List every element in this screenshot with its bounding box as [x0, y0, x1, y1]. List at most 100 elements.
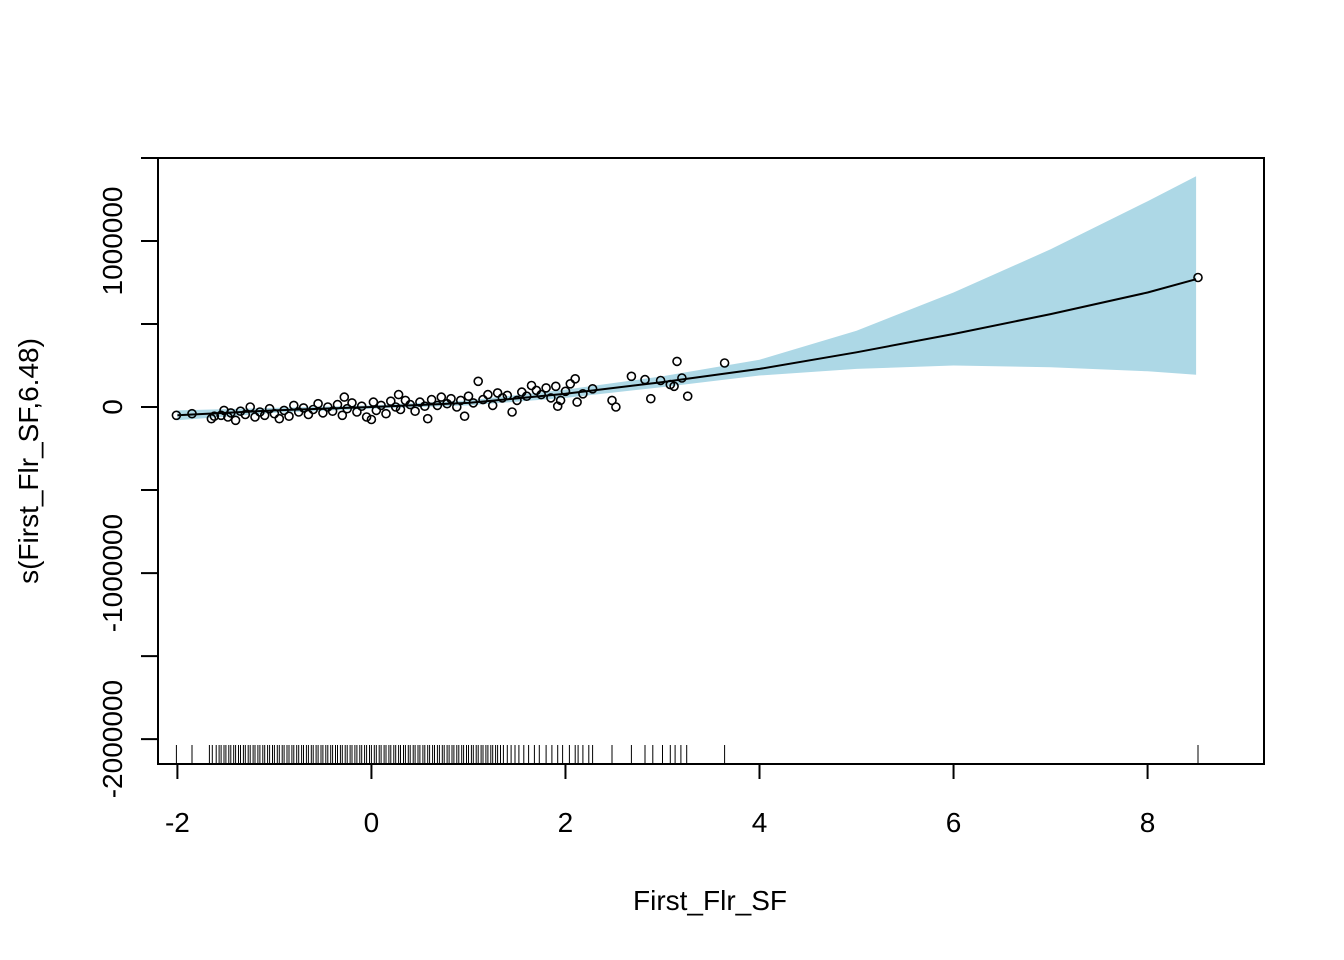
- y-axis-title: s(First_Flr_SF,6.48): [13, 338, 44, 584]
- residual-point: [171, 410, 182, 421]
- residual-point: [672, 356, 682, 367]
- residual-point: [719, 358, 730, 368]
- residual-point: [426, 394, 437, 405]
- residual-point: [578, 388, 588, 399]
- residual-point: [507, 407, 517, 417]
- residual-point: [550, 381, 561, 392]
- residual-point: [536, 389, 547, 400]
- x-axis: -2 0 2 4 6 8: [165, 763, 1156, 838]
- residual-point: [339, 392, 350, 402]
- residual-point: [279, 405, 289, 416]
- rug-layer: [175, 745, 1199, 764]
- residual-point: [303, 409, 314, 420]
- residual-point: [640, 374, 650, 385]
- residual-point: [352, 407, 362, 417]
- residual-point: [209, 411, 220, 422]
- residual-point: [677, 373, 687, 383]
- residual-point: [555, 395, 566, 406]
- residual-point: [446, 393, 456, 404]
- residual-point: [422, 413, 433, 424]
- residual-point: [459, 411, 470, 422]
- residual-point: [419, 401, 430, 412]
- residual-point: [497, 393, 508, 403]
- residual-point: [327, 406, 338, 417]
- residual-point: [368, 397, 379, 407]
- residual-point: [468, 398, 479, 408]
- residual-point: [187, 408, 197, 419]
- residual-point: [230, 415, 241, 426]
- x-tick-label: 2: [558, 807, 574, 838]
- residual-point: [385, 396, 396, 407]
- residual-point: [318, 408, 328, 418]
- y-tick-label: 1000000: [97, 186, 128, 295]
- residual-point: [216, 410, 226, 421]
- y-tick-label: -1000000: [97, 514, 128, 632]
- residual-point: [521, 391, 532, 402]
- residual-point: [502, 390, 513, 401]
- x-tick-label: 4: [752, 807, 768, 838]
- residual-point: [478, 394, 488, 405]
- confidence-band: [177, 176, 1197, 421]
- residual-points-layer: [171, 272, 1203, 426]
- residual-point: [473, 376, 484, 387]
- residual-point: [682, 391, 693, 402]
- residual-point: [626, 371, 637, 382]
- x-axis-title: First_Flr_SF: [633, 885, 787, 916]
- residual-point: [245, 402, 255, 412]
- residual-point: [611, 402, 621, 412]
- residual-point: [298, 403, 309, 413]
- residual-point: [284, 411, 294, 422]
- residual-point: [587, 383, 598, 394]
- residual-point: [526, 380, 537, 391]
- residual-point: [432, 400, 443, 411]
- residual-point: [560, 386, 571, 397]
- y-tick-label: 0: [97, 399, 128, 415]
- residual-point: [512, 395, 522, 406]
- residual-point: [395, 404, 406, 415]
- residual-point: [313, 398, 323, 409]
- residual-point: [250, 412, 260, 422]
- residual-point: [342, 403, 353, 414]
- residual-point: [332, 399, 343, 410]
- residual-point: [264, 403, 275, 414]
- residual-point: [361, 412, 372, 422]
- residual-point: [455, 395, 466, 406]
- residual-point: [487, 400, 498, 411]
- y-tick-label: -2000000: [97, 680, 128, 798]
- residual-point: [206, 413, 217, 424]
- residual-point: [269, 408, 280, 419]
- residual-point: [381, 408, 391, 419]
- residual-point: [376, 400, 386, 411]
- residual-point: [570, 373, 581, 384]
- residual-point: [463, 391, 474, 402]
- x-tick-label: -2: [165, 807, 190, 838]
- residual-point: [390, 402, 401, 412]
- residual-point: [337, 410, 348, 421]
- residual-point: [492, 388, 503, 398]
- residual-point: [288, 400, 299, 411]
- y-axis: -2000000 -1000000 0 1000000: [97, 157, 159, 798]
- residual-point: [240, 409, 251, 420]
- residual-point: [259, 410, 270, 421]
- residual-point: [371, 405, 382, 416]
- residual-point: [541, 383, 551, 393]
- residual-point: [347, 398, 357, 408]
- confidence-band-layer: [177, 176, 1197, 421]
- residual-point: [393, 389, 404, 400]
- residual-point: [1193, 272, 1203, 283]
- residual-point: [226, 408, 236, 418]
- residual-point: [483, 389, 493, 400]
- residual-point: [546, 393, 556, 403]
- residual-point: [572, 397, 582, 407]
- residual-point: [669, 381, 679, 392]
- residual-point: [436, 392, 447, 402]
- residual-point: [366, 414, 377, 425]
- x-tick-label: 6: [946, 807, 962, 838]
- residual-point: [645, 393, 656, 404]
- residual-point: [308, 404, 319, 415]
- x-tick-label: 0: [364, 807, 380, 838]
- residual-point: [274, 413, 285, 424]
- x-tick-label: 8: [1140, 807, 1156, 838]
- residual-point: [655, 375, 666, 386]
